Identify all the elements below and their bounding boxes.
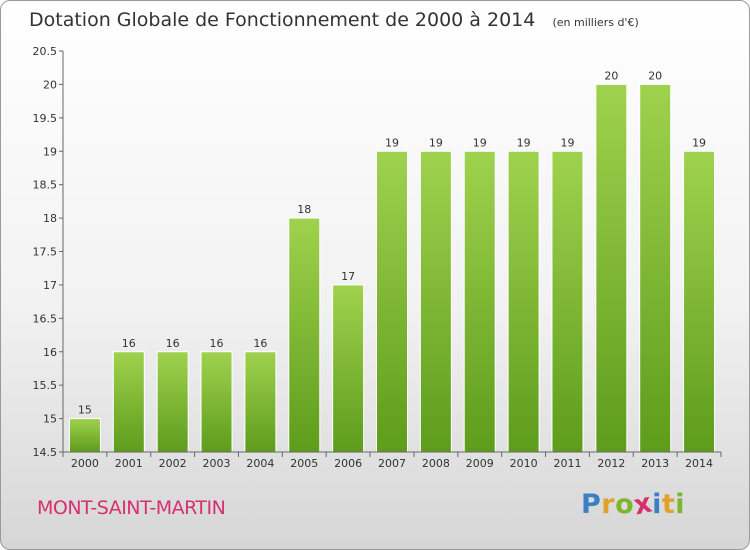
y-tick-label: 19.5 (33, 112, 58, 125)
x-tick-label-2012: 2012 (597, 457, 625, 470)
value-label-2007: 19 (385, 136, 399, 149)
bar-2000 (68, 418, 101, 453)
value-label-2014: 19 (692, 136, 706, 149)
x-tick-label-2005: 2005 (290, 457, 318, 470)
x-tick-label-2004: 2004 (246, 457, 274, 470)
value-label-2006: 17 (341, 270, 355, 283)
x-tick-label-2010: 2010 (510, 457, 538, 470)
x-tick-label-2000: 2000 (71, 457, 99, 470)
chart-subtitle: (en milliers d'€) (552, 16, 639, 29)
chart-title: Dotation Globale de Fonctionnement de 20… (29, 9, 536, 31)
logo-letter: i (675, 489, 686, 520)
x-tick-label-2011: 2011 (553, 457, 581, 470)
y-tick-label: 19 (43, 145, 57, 158)
x-tick-label-2007: 2007 (378, 457, 406, 470)
value-label-2005: 18 (297, 203, 311, 216)
y-tick-label: 16 (43, 346, 57, 359)
value-label-2008: 19 (429, 136, 443, 149)
y-tick-label: 20.5 (33, 45, 58, 58)
x-tick-label-2008: 2008 (422, 457, 450, 470)
value-label-2013: 20 (648, 69, 662, 82)
value-label-2010: 19 (517, 136, 531, 149)
bar-2012 (595, 83, 628, 453)
logo-letter: P (581, 489, 602, 520)
axes-group: 14.5 15 15.5 16 16.5 17 17.5 18 18.5 19 19.5 20 20.5… (33, 45, 722, 470)
value-label-2001: 16 (122, 337, 136, 350)
y-tick-label: 17.5 (33, 246, 58, 259)
x-tick-label-2013: 2013 (641, 457, 669, 470)
x-tick-label-2002: 2002 (159, 457, 187, 470)
y-tick-label: 16.5 (33, 312, 58, 325)
bar-2008 (419, 150, 452, 453)
value-label-2011: 19 (560, 136, 574, 149)
bar-2010 (507, 150, 540, 453)
x-tick-label-2001: 2001 (115, 457, 143, 470)
place-name: MONT-SAINT-MARTIN (37, 497, 226, 519)
y-tick-label: 15 (43, 413, 57, 426)
bar-2006 (332, 284, 365, 453)
x-tick-label-2003: 2003 (203, 457, 231, 470)
logo-letter: i (652, 489, 662, 520)
bar-2003 (200, 351, 233, 453)
value-label-2009: 19 (473, 136, 487, 149)
bar-2002 (156, 351, 189, 453)
y-tick-label: 15.5 (33, 379, 58, 392)
bar-2007 (376, 150, 408, 453)
logo-letter: o (615, 489, 635, 520)
bar-2011 (551, 150, 584, 453)
value-label-2012: 20 (604, 69, 618, 82)
bar-2013 (639, 83, 672, 453)
x-tick-label-2006: 2006 (334, 457, 362, 470)
bar-2005 (288, 217, 321, 453)
y-tick-label: 17 (43, 279, 57, 292)
y-tick-label: 20 (43, 78, 57, 91)
value-label-2002: 16 (166, 337, 180, 350)
y-tick-label: 18.5 (33, 179, 58, 192)
x-tick-label-2014: 2014 (685, 457, 713, 470)
value-label-2004: 16 (253, 337, 267, 350)
chart-title-block: Dotation Globale de Fonctionnement de 20… (29, 9, 639, 31)
y-tick-label: 14.5 (33, 446, 58, 459)
bar-2004 (244, 351, 277, 453)
bar-2001 (112, 351, 145, 453)
bar-2014 (683, 150, 716, 453)
bar-2009 (463, 150, 496, 453)
logo-letter: r (601, 489, 616, 520)
value-label-2000: 15 (78, 404, 92, 417)
x-tick-label-2009: 2009 (466, 457, 494, 470)
y-tick-label: 18 (43, 212, 57, 225)
logo-letter: t (661, 489, 676, 520)
proxiti-logo[interactable]: Proxiti (581, 487, 686, 521)
value-label-2003: 16 (210, 337, 224, 350)
bars-group: 15 16 16 16 16 18 17 19 19 19 19 19 20 20 19 (68, 69, 716, 453)
